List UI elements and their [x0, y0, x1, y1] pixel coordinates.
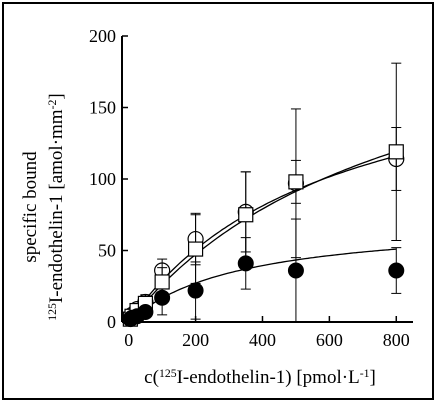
- x-axis-label: c(125I-endothelin-1) [pmol·L-1]: [144, 367, 376, 389]
- square-marker: [187, 241, 204, 257]
- fit-curve: [128, 150, 397, 323]
- y-tick-label: 0: [107, 312, 116, 332]
- filled-circle-marker: [287, 262, 304, 279]
- fit-curves: [128, 150, 397, 323]
- y-tick-label: 150: [89, 98, 116, 118]
- x-tick-label: 400: [249, 330, 276, 350]
- x-tick-label: 800: [383, 330, 410, 350]
- filled-circle-marker: [388, 262, 405, 279]
- error-bars: [132, 62, 402, 323]
- filled-circle-marker: [237, 255, 254, 272]
- x-tick-label: 0: [124, 330, 133, 350]
- figure-frame: [2, 2, 434, 400]
- fit-curve: [128, 248, 397, 323]
- axis-ticks: 0 50 100 150 200 0 200 400 600 800: [89, 26, 410, 350]
- square-marker: [154, 274, 170, 290]
- y-axis-label-line1: specific bound: [20, 151, 41, 263]
- filled-circle-marker: [137, 303, 154, 320]
- y-axis-label-line2: 125I-endothelin-1 [amol·mm-2]: [46, 93, 68, 320]
- x-tick-label: 200: [182, 330, 209, 350]
- fit-curve: [128, 155, 397, 323]
- square-marker: [238, 207, 254, 223]
- y-tick-label: 100: [89, 169, 116, 189]
- square-marker: [388, 144, 404, 160]
- y-tick-label: 200: [89, 26, 116, 46]
- filled-circle-marker: [154, 289, 171, 306]
- y-tick-label: 50: [98, 241, 116, 261]
- square-marker: [288, 174, 304, 190]
- data-markers: [122, 144, 405, 328]
- filled-circle-marker: [187, 282, 204, 299]
- x-tick-label: 600: [316, 330, 343, 350]
